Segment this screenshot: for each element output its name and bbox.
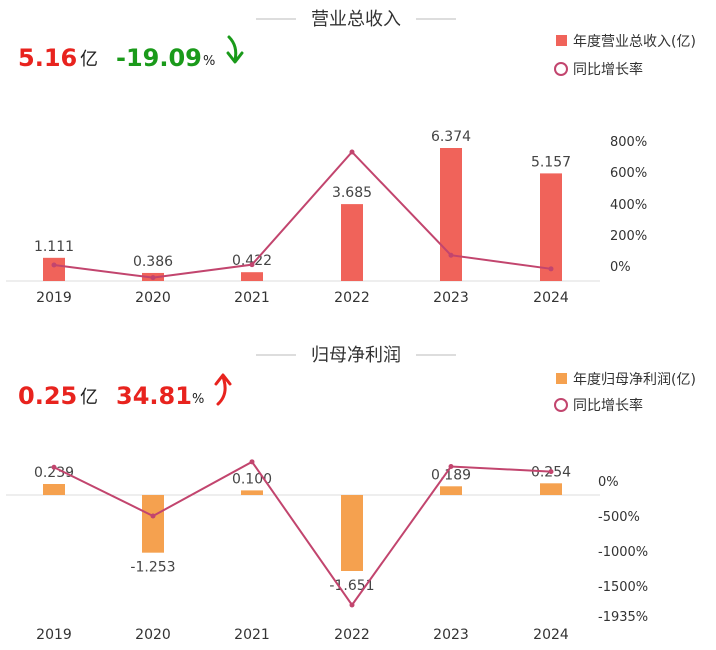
legend-line-marker	[554, 62, 568, 76]
revenue-kpi-unit: 亿	[80, 49, 98, 70]
y-tick-label: 200%	[610, 229, 647, 244]
y-tick-label: 0%	[610, 260, 631, 275]
profit-kpi-pct: %	[192, 392, 204, 407]
x-tick-label: 2023	[433, 290, 469, 306]
bar-value-label: -1.651	[329, 578, 374, 594]
yoy-point-2023[interactable]	[448, 252, 454, 258]
arrow-down-icon	[226, 35, 244, 64]
yoy-point-2019[interactable]	[51, 464, 57, 470]
revenue-kpi-value: 5.16	[18, 44, 77, 72]
profit-title: 归母净利润	[311, 345, 401, 366]
profit-kpi-change: 34.81	[116, 382, 192, 410]
bar-2019[interactable]	[43, 257, 65, 281]
x-tick-label: 2024	[533, 290, 569, 306]
bar-value-label: 6.374	[431, 129, 471, 145]
x-tick-label: 2019	[36, 627, 72, 643]
y-tick-label: -1000%	[598, 545, 648, 560]
profit-legend-line[interactable]: 同比增长率	[573, 397, 643, 414]
bar-value-label: 0.386	[133, 254, 173, 270]
bar-value-label: 3.685	[332, 185, 372, 201]
profit-section: 归母净利润 0.25 亿 34.81 % 年度归母净利润(亿) 同比增长率 0.…	[6, 345, 696, 643]
revenue-legend-line[interactable]: 同比增长率	[573, 61, 643, 78]
bar-2022[interactable]	[341, 495, 363, 571]
yoy-point-2020[interactable]	[150, 513, 156, 519]
yoy-point-2019[interactable]	[51, 262, 57, 268]
y-tick-label: -1935%	[598, 610, 648, 625]
y-tick-label: 800%	[610, 135, 647, 150]
bar-value-label: 5.157	[531, 154, 571, 170]
bar-2022[interactable]	[341, 204, 363, 281]
x-tick-label: 2022	[334, 627, 370, 643]
yoy-point-2024[interactable]	[548, 266, 554, 272]
yoy-point-2022[interactable]	[349, 149, 355, 155]
revenue-kpi-change: -19.09	[116, 44, 202, 72]
yoy-point-2024[interactable]	[548, 469, 554, 475]
yoy-point-2020[interactable]	[150, 275, 156, 281]
bar-2021[interactable]	[241, 272, 263, 281]
x-tick-label: 2022	[334, 290, 370, 306]
revenue-kpi-pct: %	[203, 54, 215, 69]
bar-value-label: 0.189	[431, 467, 471, 483]
bar-2024[interactable]	[540, 173, 562, 281]
bar-2023[interactable]	[440, 486, 462, 495]
arrow-up-icon	[214, 373, 232, 406]
bar-value-label: 1.111	[34, 239, 74, 255]
profit-plot: 0.239-1.2530.100-1.6510.1890.25420192020…	[6, 459, 648, 643]
revenue-section: 营业总收入 5.16 亿 -19.09 % 年度营业总收入(亿) 同比增长率 1…	[6, 9, 696, 306]
legend-line-marker	[554, 398, 568, 412]
x-tick-label: 2019	[36, 290, 72, 306]
x-tick-label: 2023	[433, 627, 469, 643]
yoy-point-2021[interactable]	[249, 262, 255, 268]
y-tick-label: 600%	[610, 166, 647, 181]
revenue-title: 营业总收入	[311, 9, 401, 30]
x-tick-label: 2021	[234, 627, 270, 643]
bar-2020[interactable]	[142, 495, 164, 553]
bar-2023[interactable]	[440, 148, 462, 281]
y-tick-label: -500%	[598, 510, 640, 525]
yoy-point-2023[interactable]	[448, 463, 454, 469]
yoy-growth-line	[53, 460, 552, 607]
bar-value-label: 0.239	[34, 465, 74, 481]
bar-2021[interactable]	[241, 490, 263, 495]
x-tick-label: 2024	[533, 627, 569, 643]
legend-bar-swatch	[556, 373, 567, 384]
profit-kpi-unit: 亿	[80, 387, 98, 408]
x-tick-label: 2020	[135, 290, 171, 306]
yoy-point-2021[interactable]	[249, 459, 255, 465]
bar-value-label: 0.100	[232, 471, 272, 487]
x-tick-label: 2021	[234, 290, 270, 306]
yoy-point-2022[interactable]	[349, 602, 355, 608]
x-tick-label: 2020	[135, 627, 171, 643]
y-tick-label: -1500%	[598, 580, 648, 595]
yoy-growth-line	[53, 150, 552, 279]
y-tick-label: 400%	[610, 198, 647, 213]
bar-value-label: -1.253	[130, 560, 175, 576]
bar-2019[interactable]	[43, 483, 65, 495]
bar-2024[interactable]	[540, 483, 562, 495]
revenue-legend-bar[interactable]: 年度营业总收入(亿)	[573, 34, 696, 50]
y-tick-label: 0%	[598, 475, 619, 490]
profit-kpi-value: 0.25	[18, 382, 77, 410]
profit-legend-bar[interactable]: 年度归母净利润(亿)	[573, 371, 696, 388]
legend-bar-swatch	[556, 35, 567, 46]
